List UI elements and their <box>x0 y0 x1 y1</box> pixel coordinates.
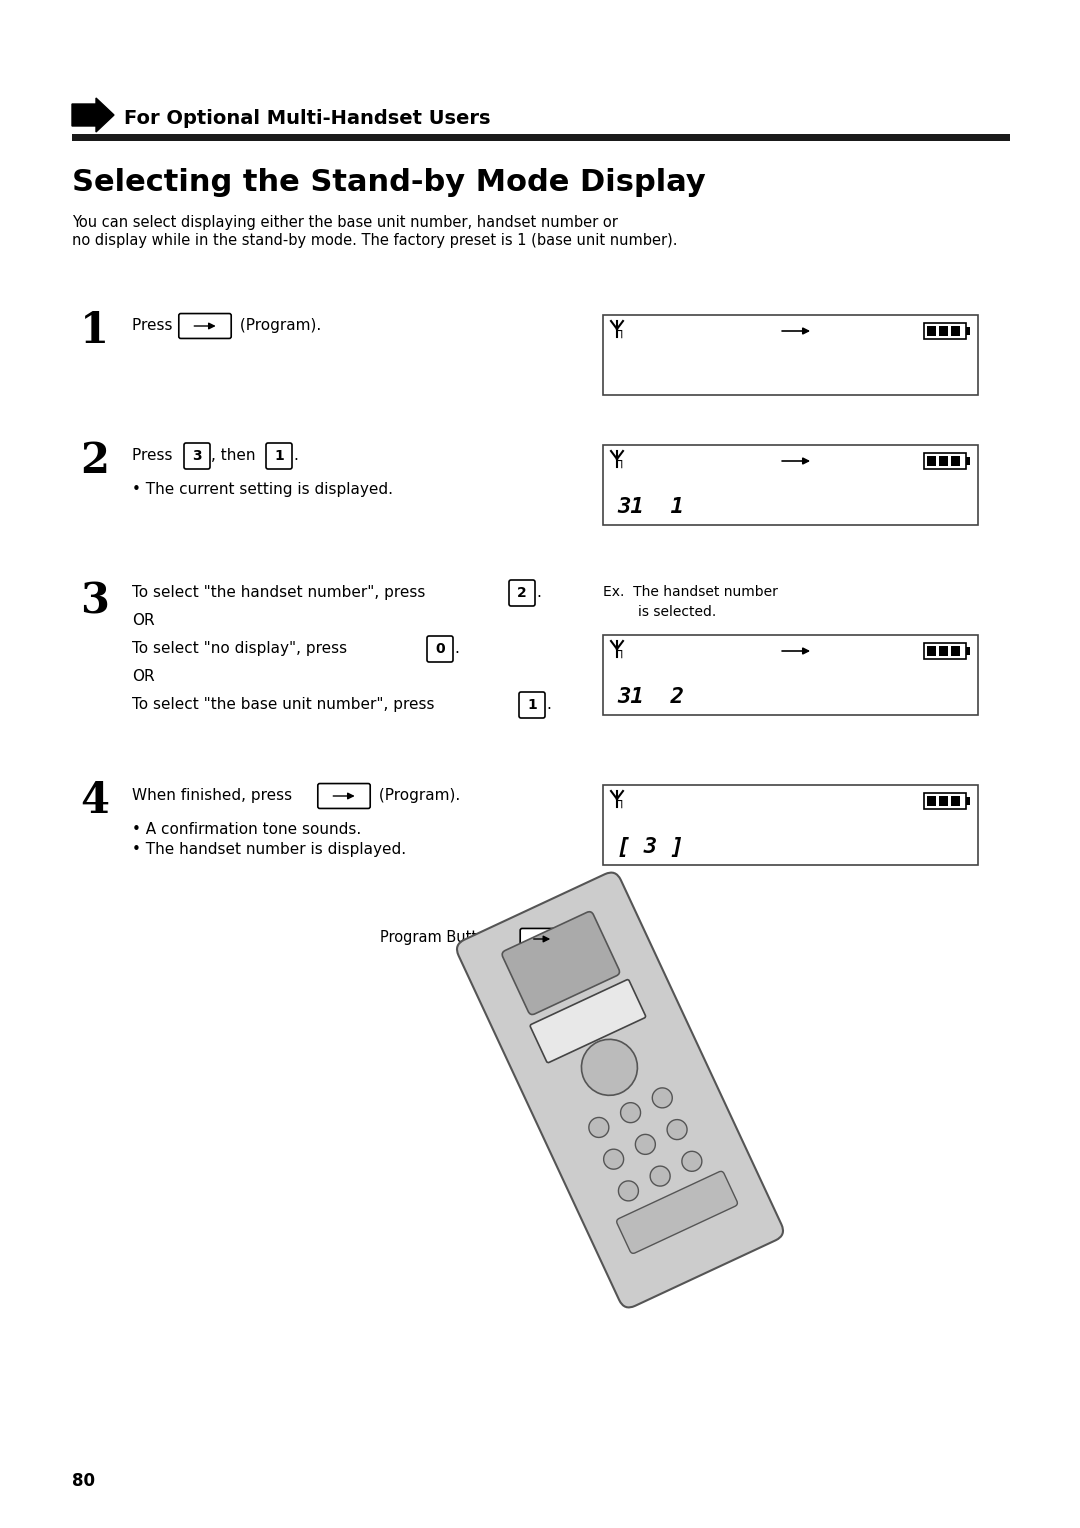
Text: 31  1: 31 1 <box>617 497 684 516</box>
FancyBboxPatch shape <box>603 785 978 865</box>
FancyBboxPatch shape <box>603 445 978 526</box>
Text: .: . <box>536 585 541 601</box>
FancyBboxPatch shape <box>924 793 966 808</box>
Text: 1: 1 <box>274 449 284 463</box>
FancyBboxPatch shape <box>939 325 948 336</box>
Text: ┐: ┐ <box>617 645 624 657</box>
FancyBboxPatch shape <box>266 443 292 469</box>
FancyBboxPatch shape <box>939 796 948 805</box>
FancyBboxPatch shape <box>966 798 970 805</box>
FancyBboxPatch shape <box>966 648 970 654</box>
FancyBboxPatch shape <box>603 315 978 396</box>
Circle shape <box>619 1181 638 1201</box>
Text: 1: 1 <box>80 310 109 351</box>
Circle shape <box>697 1183 717 1203</box>
FancyBboxPatch shape <box>179 313 231 338</box>
Circle shape <box>650 1166 671 1186</box>
FancyBboxPatch shape <box>457 872 783 1308</box>
Text: • The current setting is displayed.: • The current setting is displayed. <box>132 481 393 497</box>
Circle shape <box>621 1103 640 1123</box>
Text: ┐: ┐ <box>617 324 624 338</box>
Text: For Optional Multi-Handset Users: For Optional Multi-Handset Users <box>124 108 490 127</box>
FancyBboxPatch shape <box>184 443 210 469</box>
Text: 31  2: 31 2 <box>617 688 684 707</box>
FancyBboxPatch shape <box>924 452 966 469</box>
Text: When finished, press: When finished, press <box>132 788 297 804</box>
Text: OR: OR <box>132 669 154 685</box>
FancyBboxPatch shape <box>951 796 960 805</box>
Circle shape <box>667 1120 687 1140</box>
Text: Press: Press <box>132 448 177 463</box>
Circle shape <box>652 1088 672 1108</box>
Polygon shape <box>72 98 114 131</box>
Text: 2: 2 <box>517 587 527 601</box>
Text: 80: 80 <box>72 1471 95 1490</box>
FancyBboxPatch shape <box>72 134 1010 141</box>
FancyBboxPatch shape <box>530 979 646 1062</box>
Text: [ 3 ]: [ 3 ] <box>617 837 684 857</box>
FancyBboxPatch shape <box>427 636 453 662</box>
Text: • The handset number is displayed.: • The handset number is displayed. <box>132 842 406 857</box>
FancyBboxPatch shape <box>939 646 948 656</box>
FancyBboxPatch shape <box>603 636 978 715</box>
Text: no display while in the stand-by mode. The factory preset is 1 (base unit number: no display while in the stand-by mode. T… <box>72 232 677 248</box>
Text: 1: 1 <box>527 698 537 712</box>
Text: ┐: ┐ <box>617 454 624 468</box>
FancyBboxPatch shape <box>318 784 370 808</box>
Circle shape <box>665 1198 685 1218</box>
Circle shape <box>581 1039 637 1096</box>
FancyBboxPatch shape <box>966 457 970 465</box>
FancyBboxPatch shape <box>924 322 966 339</box>
Text: .: . <box>454 642 459 656</box>
FancyBboxPatch shape <box>519 692 545 718</box>
Text: Ex.  The handset number: Ex. The handset number <box>603 585 778 599</box>
Circle shape <box>681 1151 702 1172</box>
Text: 3: 3 <box>192 449 202 463</box>
FancyBboxPatch shape <box>924 643 966 659</box>
Text: To select "no display", press: To select "no display", press <box>132 642 352 656</box>
Text: 3: 3 <box>80 581 109 622</box>
Text: To select "the base unit number", press: To select "the base unit number", press <box>132 697 440 712</box>
FancyBboxPatch shape <box>966 327 970 335</box>
Text: 2: 2 <box>80 440 109 481</box>
Text: ┐: ┐ <box>617 795 624 807</box>
Text: You can select displaying either the base unit number, handset number or: You can select displaying either the bas… <box>72 215 618 231</box>
FancyBboxPatch shape <box>509 581 535 607</box>
Text: 4: 4 <box>80 779 109 822</box>
FancyBboxPatch shape <box>951 646 960 656</box>
FancyBboxPatch shape <box>951 455 960 466</box>
FancyBboxPatch shape <box>927 646 936 656</box>
FancyBboxPatch shape <box>927 455 936 466</box>
FancyBboxPatch shape <box>939 455 948 466</box>
Text: • A confirmation tone sounds.: • A confirmation tone sounds. <box>132 822 361 837</box>
Circle shape <box>589 1117 609 1137</box>
Text: (Program).: (Program). <box>374 788 460 804</box>
FancyBboxPatch shape <box>502 912 620 1015</box>
FancyBboxPatch shape <box>927 325 936 336</box>
FancyBboxPatch shape <box>927 796 936 805</box>
Text: OR: OR <box>132 613 154 628</box>
Text: .: . <box>546 697 551 712</box>
FancyBboxPatch shape <box>951 325 960 336</box>
Text: Press: Press <box>132 318 177 333</box>
Text: , then: , then <box>211 448 260 463</box>
Text: (Program).: (Program). <box>235 318 321 333</box>
Text: is selected.: is selected. <box>638 605 716 619</box>
FancyBboxPatch shape <box>617 1172 738 1253</box>
Circle shape <box>635 1134 656 1154</box>
Circle shape <box>633 1213 653 1233</box>
Circle shape <box>604 1149 623 1169</box>
Text: 0: 0 <box>435 642 445 656</box>
Text: To select "the handset number", press: To select "the handset number", press <box>132 585 430 601</box>
Text: Selecting the Stand-by Mode Display: Selecting the Stand-by Mode Display <box>72 168 705 197</box>
Text: .: . <box>293 448 298 463</box>
FancyBboxPatch shape <box>521 929 564 949</box>
Text: Program Button: Program Button <box>380 931 500 944</box>
